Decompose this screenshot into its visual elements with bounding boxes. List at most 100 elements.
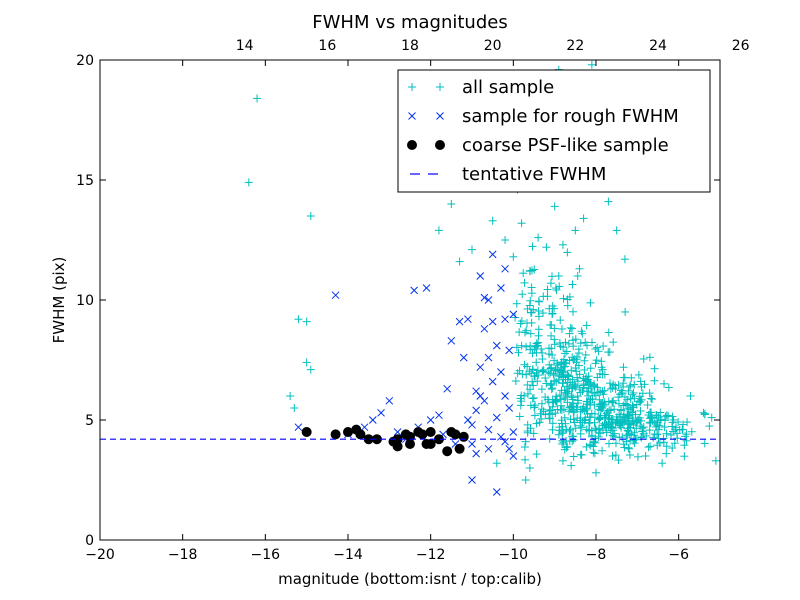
data-point — [567, 366, 576, 375]
data-point — [564, 339, 573, 348]
data-point — [594, 405, 603, 414]
data-point — [664, 383, 673, 392]
data-point — [548, 402, 557, 411]
data-point — [539, 367, 548, 376]
data-point — [680, 452, 689, 461]
data-point — [590, 389, 599, 398]
data-point — [584, 372, 593, 381]
data-point — [531, 401, 540, 410]
data-point — [623, 431, 632, 440]
data-point — [459, 353, 468, 362]
data-point — [425, 439, 436, 449]
data-point — [620, 443, 629, 452]
top-x-tick-label: 18 — [401, 38, 419, 54]
data-point — [593, 383, 602, 392]
data-point — [525, 301, 534, 310]
data-point — [542, 379, 551, 388]
data-point — [591, 434, 600, 443]
data-point — [505, 404, 514, 412]
legend-marker-icon — [407, 140, 417, 150]
data-point — [621, 307, 630, 316]
data-point — [645, 418, 654, 427]
data-point — [562, 443, 571, 452]
data-point — [519, 269, 528, 278]
data-point — [476, 272, 485, 280]
data-point — [660, 423, 669, 432]
data-point — [576, 339, 585, 348]
data-point — [592, 468, 600, 477]
legend-item: sample for rough FWHM — [408, 106, 679, 127]
data-point — [514, 348, 523, 357]
data-point — [630, 428, 639, 437]
data-point — [392, 441, 403, 452]
data-point — [636, 377, 645, 386]
data-point — [553, 396, 562, 405]
data-point — [422, 284, 431, 292]
data-point — [596, 387, 605, 396]
data-point — [614, 456, 623, 465]
data-point — [571, 383, 580, 392]
data-point — [700, 409, 709, 418]
data-point — [564, 387, 573, 396]
data-point — [253, 94, 262, 103]
data-point — [557, 419, 566, 428]
data-point — [355, 429, 366, 440]
data-point — [607, 423, 616, 432]
data-point — [555, 391, 564, 400]
data-point — [568, 437, 577, 446]
data-point — [343, 427, 353, 437]
data-point — [617, 406, 626, 415]
data-point — [523, 304, 532, 313]
data-point — [557, 406, 566, 415]
data-point — [545, 414, 554, 423]
data-point — [526, 266, 535, 275]
data-point — [630, 394, 639, 403]
data-point — [576, 429, 585, 438]
data-point — [630, 380, 639, 389]
data-point — [534, 312, 543, 321]
data-point — [501, 236, 510, 244]
data-point — [569, 435, 578, 444]
data-point — [517, 317, 526, 326]
legend-item: tentative FWHM — [410, 164, 606, 185]
data-point — [586, 364, 595, 373]
data-point — [661, 412, 670, 421]
data-point — [563, 398, 572, 407]
data-point — [509, 428, 518, 436]
data-point — [569, 452, 578, 461]
data-point — [584, 426, 593, 435]
data-point — [562, 347, 571, 356]
data-point — [614, 399, 623, 408]
data-point — [505, 444, 514, 453]
data-point — [584, 391, 593, 400]
legend-label: tentative FWHM — [462, 164, 606, 185]
data-point — [517, 219, 526, 228]
data-point — [560, 394, 569, 403]
data-point — [560, 445, 569, 454]
data-point — [707, 413, 716, 422]
data-point — [611, 439, 620, 448]
data-point — [531, 372, 540, 381]
data-point — [520, 360, 529, 369]
data-point — [455, 317, 464, 326]
data-point — [573, 271, 582, 280]
data-point — [286, 392, 295, 400]
legend-marker-icon — [436, 112, 444, 120]
data-point — [526, 329, 535, 338]
data-point — [571, 424, 580, 433]
data-point — [644, 443, 653, 452]
data-point — [509, 452, 518, 460]
data-point — [558, 240, 567, 249]
data-point — [645, 426, 654, 435]
data-point — [553, 405, 562, 414]
data-point — [585, 418, 594, 427]
data-point — [569, 415, 578, 424]
data-point — [557, 358, 566, 367]
data-point — [556, 316, 565, 325]
data-point — [604, 328, 613, 337]
data-point — [290, 404, 299, 412]
x-axis-top: 14 16 18 20 22 24 26 — [236, 38, 750, 54]
y-axis-label: FWHM (pix) — [50, 257, 68, 344]
data-point — [668, 444, 677, 453]
data-point — [567, 391, 576, 400]
